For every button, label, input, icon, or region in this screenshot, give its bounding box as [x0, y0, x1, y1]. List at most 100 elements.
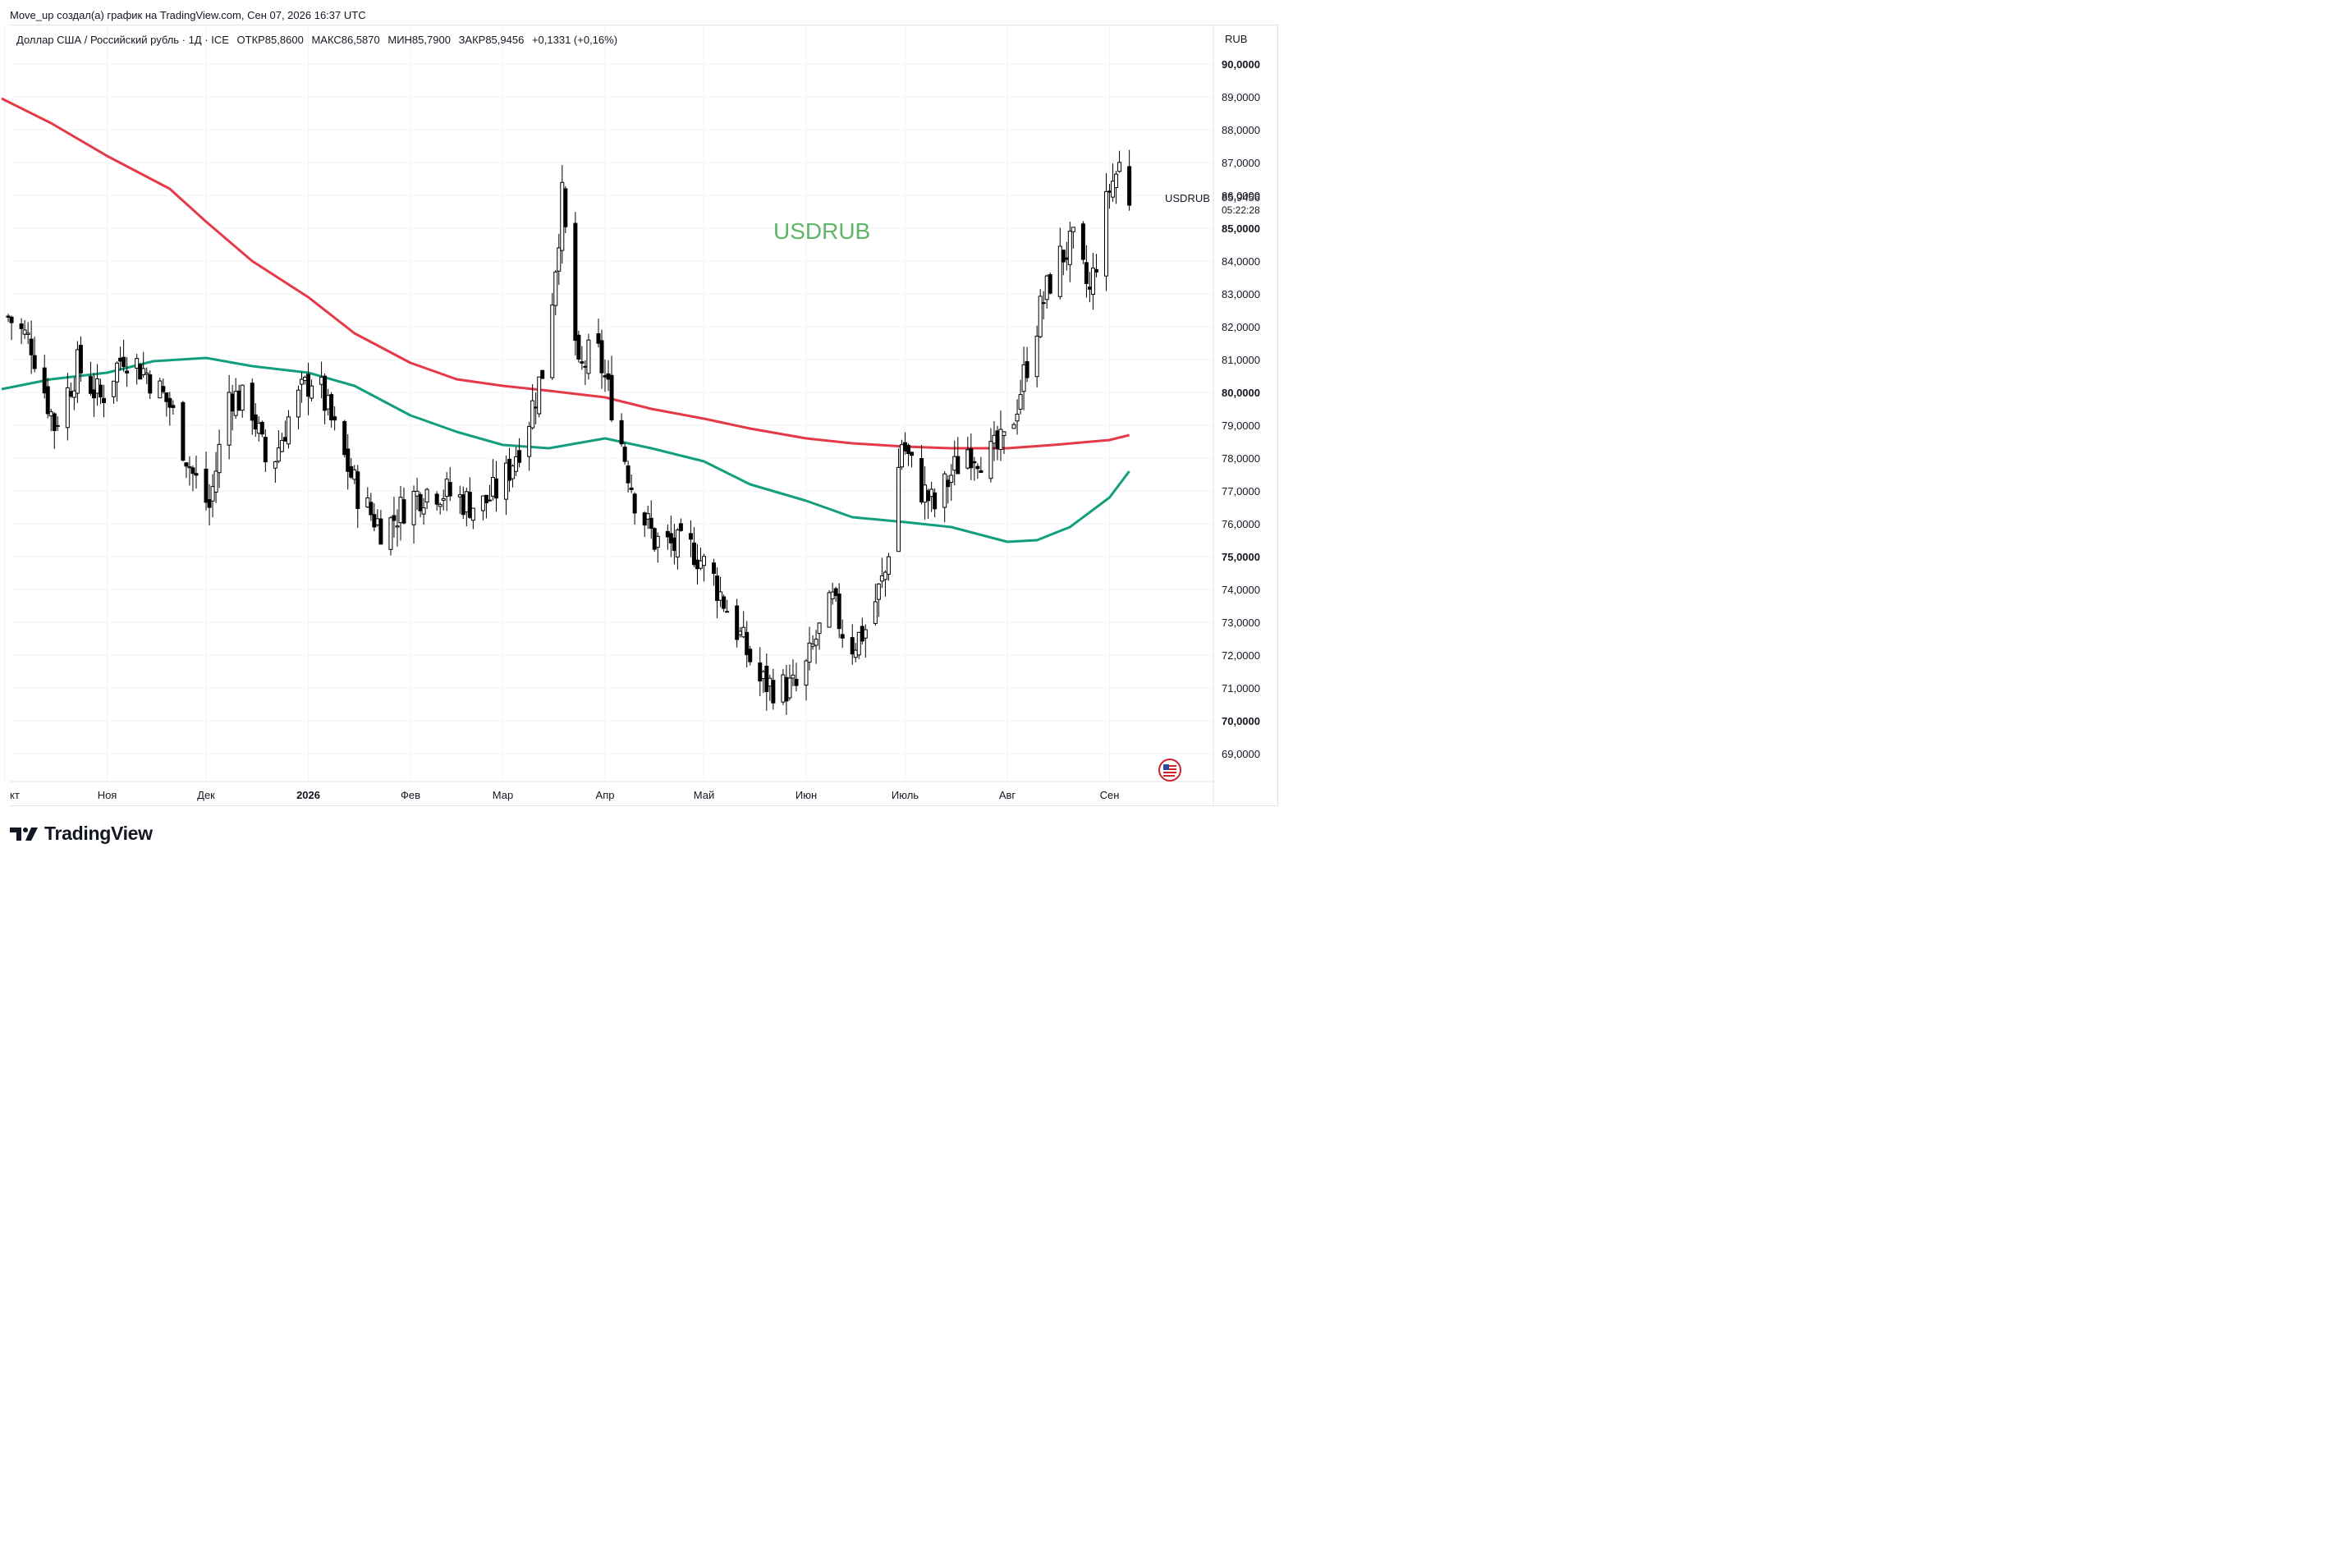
candle-body — [992, 434, 997, 444]
candle-body — [349, 465, 354, 478]
y-tick-label: 73,0000 — [1222, 617, 1260, 629]
candle-body — [688, 533, 693, 540]
moving-average-line — [1, 97, 1130, 450]
candle-body — [230, 393, 235, 412]
candle-body — [507, 458, 512, 481]
candle-body — [787, 677, 792, 699]
candle-body — [698, 560, 703, 569]
y-tick-label: 81,0000 — [1222, 354, 1260, 366]
candle-body — [447, 482, 452, 497]
candle-body — [923, 484, 928, 503]
tradingview-logo-icon — [10, 827, 38, 841]
legend-title: Доллар США / Российский рубль · 1Д · ICE — [16, 34, 229, 46]
candle-body — [441, 497, 446, 501]
candle-body — [88, 376, 93, 394]
candle-body — [883, 571, 887, 580]
candle-body — [537, 376, 542, 415]
candle-body — [378, 518, 383, 545]
candle-body — [1071, 227, 1075, 232]
candle-body — [1107, 190, 1112, 193]
x-tick-label: Дек — [197, 789, 215, 801]
candle-body — [583, 365, 588, 368]
y-tick-label: 69,0000 — [1222, 748, 1260, 760]
candle-body — [25, 332, 30, 335]
candle-body — [326, 395, 331, 410]
candle-body — [655, 535, 660, 548]
candle-body — [323, 375, 328, 411]
candle-body — [1021, 364, 1026, 392]
candle-body — [715, 575, 720, 601]
candle-body — [217, 443, 222, 474]
candle-body — [1044, 275, 1049, 300]
candle-body — [319, 377, 324, 385]
candle-body — [1114, 173, 1119, 188]
candle-body — [236, 390, 241, 411]
candle-body — [514, 456, 519, 472]
candle-body — [342, 421, 347, 456]
candle-body — [1084, 262, 1089, 284]
candle-body — [32, 355, 37, 369]
candle-body — [771, 680, 776, 704]
candle-body — [158, 380, 163, 399]
candle-body — [784, 676, 789, 702]
candle-body — [741, 626, 746, 638]
candle-body — [438, 503, 442, 507]
candle-body — [125, 370, 130, 374]
us-flag-icon[interactable] — [1158, 759, 1181, 782]
y-tick-label: 84,0000 — [1222, 255, 1260, 268]
tradingview-logo[interactable]: TradingView — [10, 823, 153, 845]
x-tick-label: Июль — [892, 789, 919, 801]
candle-body — [286, 416, 291, 445]
legend-high: МАКС86,5870 — [311, 34, 380, 46]
currency-button[interactable]: RUB — [1225, 33, 1248, 45]
candle-body — [946, 479, 951, 488]
candle-body — [791, 674, 796, 679]
candle-body — [886, 556, 891, 575]
candle-body — [1117, 162, 1122, 172]
candle-body — [424, 488, 429, 503]
candle-body — [276, 447, 281, 462]
y-tick-label: 75,0000 — [1222, 551, 1260, 563]
candle-body — [580, 361, 585, 364]
ohlc-legend: Доллар США / Российский рубль · 1Д · ICE… — [16, 34, 622, 46]
candle-body — [309, 385, 314, 399]
candle-body — [365, 497, 370, 508]
candle-body — [1011, 424, 1016, 429]
candle-body — [388, 517, 393, 550]
candle-body — [306, 374, 311, 397]
y-tick-label: 90,0000 — [1222, 58, 1260, 71]
candle-body — [9, 316, 14, 323]
candle-body — [814, 638, 818, 646]
candle-body — [94, 378, 99, 394]
y-tick-label: 79,0000 — [1222, 420, 1260, 432]
candle-body — [487, 499, 492, 502]
candle-body — [969, 448, 974, 469]
candle-body — [652, 528, 657, 550]
candle-body — [1087, 287, 1092, 290]
candle-body — [794, 678, 799, 686]
candle-body — [392, 515, 397, 521]
candle-body — [118, 357, 123, 362]
candle-body — [167, 397, 172, 408]
candle-body — [517, 450, 522, 463]
candle-body — [332, 416, 337, 421]
last-price-label: 85,9456 — [1222, 191, 1260, 204]
candle-body — [352, 469, 357, 480]
candle-body — [490, 476, 495, 497]
candle-body — [876, 583, 881, 600]
candle-body — [227, 392, 232, 446]
candle-body — [952, 456, 957, 471]
candle-body — [256, 422, 261, 434]
candle-body — [942, 473, 947, 508]
candle-body — [929, 488, 934, 497]
candle-body — [534, 406, 539, 409]
price-chart[interactable]: 90,0000 89,0000 88,0000 87,0000 86,0000 85,00… — [0, 0, 1287, 857]
candle-body — [810, 644, 815, 647]
candle-body — [253, 414, 258, 430]
candle-body — [484, 494, 488, 504]
candle-body — [527, 425, 532, 457]
candle-body — [65, 387, 70, 429]
candle-body — [837, 593, 841, 630]
candle-body — [444, 479, 449, 497]
candle-body — [511, 465, 516, 479]
